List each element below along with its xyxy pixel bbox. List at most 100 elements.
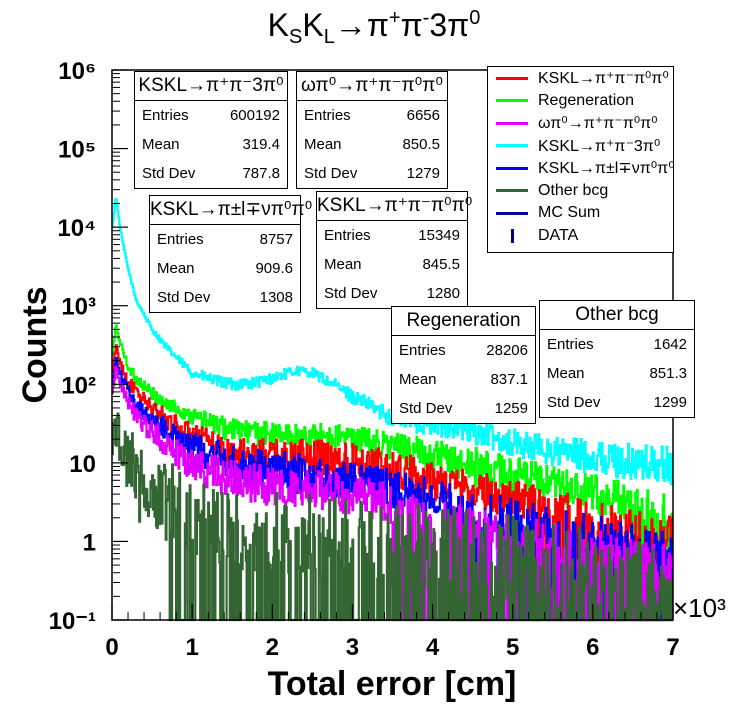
stat-value: 600192: [229, 107, 280, 124]
chart-title: KSKL→π+π-3π0: [268, 7, 481, 48]
legend-label: DATA: [538, 226, 579, 244]
legend-swatch: [496, 99, 528, 103]
y-tick-label: 10³: [61, 294, 96, 321]
legend-swatch: [496, 166, 528, 170]
x-axis-multiplier: ×10³: [673, 593, 726, 623]
stat-row-entries: Entries 600192: [135, 101, 287, 130]
stat-row-std-dev: Std Dev 787.8: [135, 159, 287, 188]
legend-item: KSKL→π±l∓νπ⁰π⁰: [488, 157, 675, 180]
legend-swatch: [496, 211, 528, 215]
stat-value: 1642: [653, 336, 687, 353]
stat-label: Std Dev: [142, 165, 196, 182]
stat-label: Mean: [142, 136, 180, 153]
legend-item: Other bcg: [488, 180, 673, 203]
stat-value: 909.6: [255, 260, 293, 277]
legend-label: ωπ⁰→π⁺π⁻π⁰π⁰: [538, 115, 658, 133]
legend-item: KSKL→π⁺π⁻π⁰π⁰: [488, 67, 673, 90]
series-line: [111, 324, 674, 622]
stat-label: Mean: [324, 256, 362, 273]
legend-swatch: [510, 228, 514, 243]
stat-box: KSKL→π±l∓νπ⁰π⁰ Entries 8757 Mean 909.6 Std De…: [149, 195, 312, 313]
stat-label: Std Dev: [157, 289, 211, 306]
stat-value: 787.8: [242, 165, 280, 182]
legend-label: Other bcg: [538, 181, 609, 199]
stat-row-std-dev: Std Dev 1280: [317, 279, 467, 308]
legend-item: MC Sum: [488, 202, 673, 225]
stat-label: Std Dev: [304, 165, 358, 182]
stat-row-entries: Entries 1642: [540, 330, 694, 359]
axes: 0 1 2 3 4 5 6 7 10⁻¹ 1 10 10² 10³ 10⁴ 10⁵ 10⁶: [49, 58, 680, 661]
legend-swatch: [496, 189, 528, 193]
stat-box-title: Other bcg: [540, 301, 694, 330]
stat-value: 1279: [406, 165, 440, 182]
stat-box-title: KSKL→π⁺π⁻3π⁰: [135, 72, 287, 101]
stat-label: Entries: [399, 342, 446, 359]
legend-swatch: [496, 76, 528, 80]
legend-label: KSKL→π±l∓νπ⁰π⁰: [538, 160, 675, 178]
stat-box: Other bcg Entries 1642 Mean 851.3 Std Dev 1299: [539, 300, 695, 418]
y-axis-label: Counts: [16, 286, 54, 403]
legend-label: KSKL→π⁺π⁻π⁰π⁰: [538, 70, 669, 88]
stat-value: 845.5: [422, 256, 460, 273]
stat-label: Std Dev: [399, 400, 453, 417]
stat-row-mean: Mean 909.6: [150, 254, 300, 283]
x-tick-label: 1: [185, 634, 198, 661]
stat-label: Std Dev: [547, 394, 601, 411]
stat-label: Mean: [399, 371, 437, 388]
stat-row-entries: Entries 6656: [297, 101, 447, 130]
stat-row-std-dev: Std Dev 1308: [150, 283, 300, 312]
legend-item: DATA: [488, 225, 673, 248]
stat-box: ωπ⁰→π⁺π⁻π⁰π⁰ Entries 6656 Mean 850.5 Std Dev 1…: [296, 71, 448, 189]
stat-box: KSKL→π⁺π⁻3π⁰ Entries 600192 Mean 319.4 Std De…: [134, 71, 288, 189]
stat-label: Entries: [157, 231, 204, 248]
x-tick-label: 7: [666, 634, 679, 661]
stat-value: 8757: [259, 231, 293, 248]
y-tick-label: 10⁻¹: [49, 608, 96, 635]
y-tick-label: 10⁵: [58, 137, 96, 164]
y-tick-label: 10: [69, 451, 96, 478]
stat-row-std-dev: Std Dev 1299: [540, 388, 694, 417]
stat-value: 851.3: [649, 365, 687, 382]
x-tick-label: 6: [586, 634, 599, 661]
stat-value: 1280: [426, 285, 460, 302]
stat-box: Regeneration Entries 28206 Mean 837.1 Std Dev…: [391, 306, 536, 424]
stat-value: 837.1: [490, 371, 528, 388]
stat-label: Mean: [157, 260, 195, 277]
stat-box-title: KSKL→π⁺π⁻π⁰π⁰: [317, 192, 472, 221]
legend-label: MC Sum: [538, 204, 601, 222]
stat-label: Entries: [547, 336, 594, 353]
stat-row-std-dev: Std Dev 1279: [297, 159, 447, 188]
stat-box-title: KSKL→π±l∓νπ⁰π⁰: [150, 196, 312, 225]
y-tick-label: 10⁴: [57, 215, 96, 242]
stat-value: 1299: [653, 394, 687, 411]
stat-label: Entries: [324, 227, 371, 244]
y-tick-label: 1: [83, 529, 96, 556]
x-axis-label: Total error [cm]: [268, 665, 517, 703]
stat-box: KSKL→π⁺π⁻π⁰π⁰ Entries 15349 Mean 845.5 Std De…: [316, 191, 472, 309]
legend-label: KSKL→π⁺π⁻3π⁰: [538, 137, 661, 155]
stat-row-mean: Mean 319.4: [135, 130, 287, 159]
stat-label: Std Dev: [324, 285, 378, 302]
legend-item: Regeneration: [488, 90, 673, 113]
legend: KSKL→π⁺π⁻π⁰π⁰ Regeneration ωπ⁰→π⁺π⁻π⁰π⁰ KSK…: [487, 66, 675, 253]
stat-label: Entries: [142, 107, 189, 124]
legend-item: ωπ⁰→π⁺π⁻π⁰π⁰: [488, 112, 673, 135]
y-tick-label: 10⁶: [58, 58, 96, 85]
stat-value: 28206: [486, 342, 528, 359]
stat-label: Mean: [547, 365, 585, 382]
stat-row-entries: Entries 28206: [392, 336, 535, 365]
stat-row-entries: Entries 15349: [317, 221, 467, 250]
stat-value: 1259: [494, 400, 528, 417]
legend-label: Regeneration: [538, 91, 635, 109]
x-tick-label: 5: [506, 634, 519, 661]
stat-label: Entries: [304, 107, 351, 124]
stat-row-mean: Mean 845.5: [317, 250, 467, 279]
x-tick-label: 2: [266, 634, 279, 661]
stat-value: 1308: [259, 289, 293, 306]
stat-row-mean: Mean 837.1: [392, 365, 535, 394]
y-tick-label: 10²: [61, 372, 96, 399]
stat-value: 850.5: [402, 136, 440, 153]
stat-row-std-dev: Std Dev 1259: [392, 394, 535, 423]
stat-box-title: Regeneration: [392, 307, 535, 336]
